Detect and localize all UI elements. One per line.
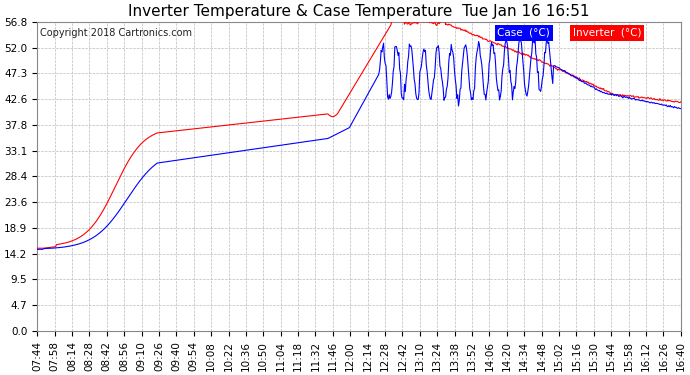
Text: Case  (°C): Case (°C) (497, 28, 550, 38)
Text: Inverter  (°C): Inverter (°C) (573, 28, 641, 38)
Title: Inverter Temperature & Case Temperature  Tue Jan 16 16:51: Inverter Temperature & Case Temperature … (128, 4, 590, 19)
Text: Copyright 2018 Cartronics.com: Copyright 2018 Cartronics.com (40, 28, 193, 38)
